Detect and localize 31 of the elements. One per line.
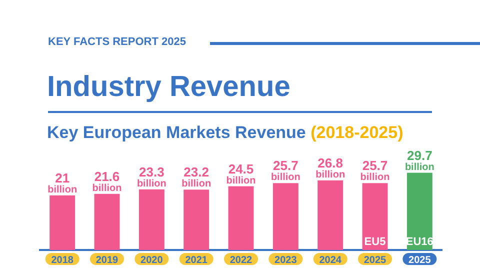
bar: [272, 183, 298, 250]
bar: [184, 190, 210, 250]
x-tick-label: 2022: [230, 254, 253, 266]
text: KEY FACTS REPORT 2025: [48, 36, 186, 48]
data-label: 29.7 billion: [404, 148, 434, 173]
bar: [318, 180, 344, 250]
data-label: 24.5 billion: [226, 161, 256, 186]
data-label: 21 billion: [48, 170, 78, 196]
data-label: 25.7 billion: [360, 158, 390, 184]
x-tick-label: 2024: [319, 254, 342, 266]
bar: [362, 183, 388, 250]
x-tick-label: 2025: [364, 254, 387, 266]
bar: [228, 186, 254, 250]
data-label: 23.2 billion: [182, 164, 212, 190]
bar: [94, 194, 120, 250]
series-label: EU5: [364, 236, 386, 248]
x-tick-label: 2021: [185, 254, 208, 266]
data-label: 26.8 billion: [316, 155, 346, 180]
chart-title: Industry Revenue: [47, 70, 290, 104]
bar: [138, 189, 164, 250]
chart-subtitle: Key European Markets Revenue (2018-2025): [47, 123, 404, 143]
x-tick-label: 2023: [274, 254, 298, 266]
data-label: 25.7 billion: [270, 158, 300, 184]
x-tick-label: 2018: [51, 254, 74, 266]
bar: [50, 195, 76, 250]
data-label: 23.3 billion: [136, 164, 166, 190]
x-tick-label: 2025: [408, 254, 432, 266]
x-tick-label: 2020: [140, 254, 164, 266]
x-tick-label: 2019: [96, 254, 119, 266]
data-label: 21.6 billion: [92, 168, 122, 194]
bar: [406, 172, 432, 250]
